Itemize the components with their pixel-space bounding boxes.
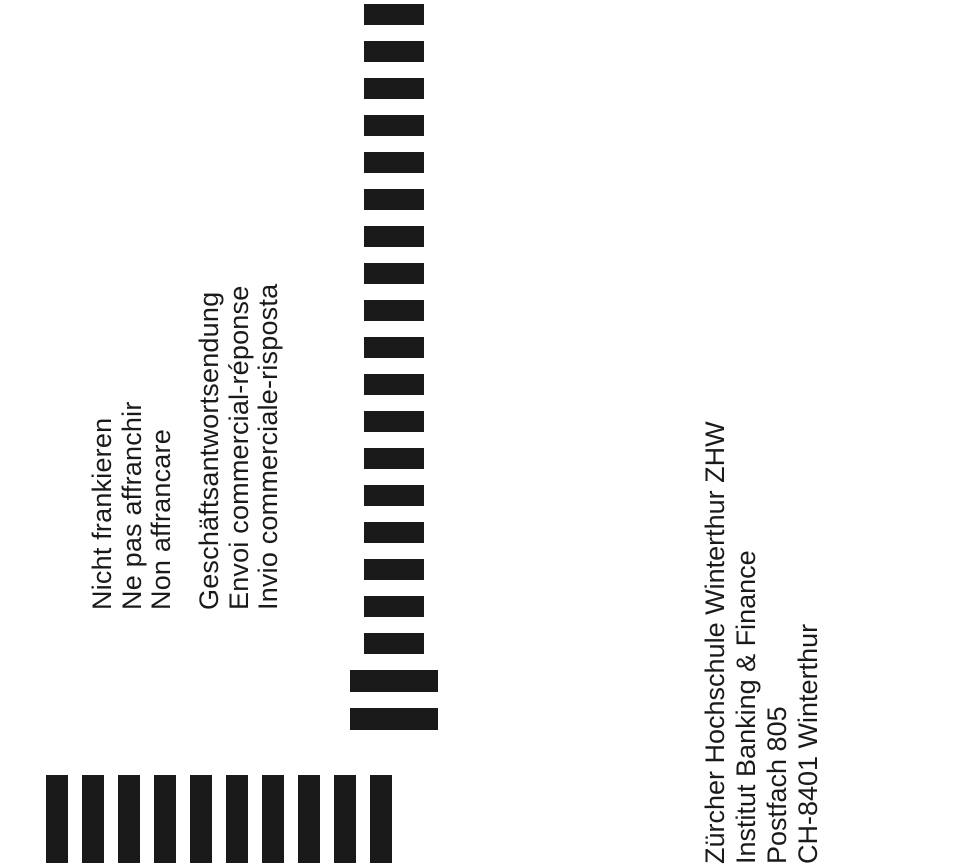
- dash-mark: [190, 775, 212, 863]
- dash-mark: [364, 337, 424, 358]
- dash-mark: [364, 559, 424, 580]
- dash-mark: [298, 775, 320, 863]
- dash-mark: [334, 775, 356, 863]
- business-reply-block: Geschäftsantwortsendung Envoi commercial…: [195, 284, 284, 610]
- dash-mark: [262, 775, 284, 863]
- dash-mark: [46, 775, 68, 863]
- address-line-4: CH-8401 Winterthur: [793, 421, 824, 864]
- reply-card: Nicht frankieren Ne pas affranchir Non a…: [0, 0, 960, 864]
- dash-mark: [364, 4, 424, 25]
- dash-mark: [364, 633, 424, 654]
- reply-fr: Envoi commercial-réponse: [225, 284, 255, 610]
- dash-mark: [364, 485, 424, 506]
- dash-mark: [364, 189, 424, 210]
- dash-mark: [154, 775, 176, 863]
- recipient-address: Zürcher Hochschule Winterthur ZHW Instit…: [700, 421, 824, 864]
- dash-mark: [370, 775, 392, 863]
- postal-dash-strip-bottom: [46, 775, 392, 863]
- no-franking-block: Nicht frankieren Ne pas affranchir Non a…: [88, 401, 177, 610]
- reply-de: Geschäftsantwortsendung: [195, 284, 225, 610]
- dash-mark: [364, 596, 424, 617]
- dash-mark: [364, 411, 424, 432]
- address-line-2: Institut Banking & Finance: [731, 421, 762, 864]
- dash-mark: [364, 522, 424, 543]
- dash-mark: [364, 41, 424, 62]
- dash-mark: [364, 263, 424, 284]
- dash-mark: [364, 374, 424, 395]
- no-frank-fr: Ne pas affranchir: [118, 401, 148, 610]
- postal-dash-strip-vertical: [364, 4, 438, 730]
- dash-mark: [364, 78, 424, 99]
- dash-mark: [350, 670, 438, 692]
- address-line-3: Postfach 805: [762, 421, 793, 864]
- dash-mark: [364, 300, 424, 321]
- dash-mark: [226, 775, 248, 863]
- dash-mark: [364, 152, 424, 173]
- address-line-1: Zürcher Hochschule Winterthur ZHW: [700, 421, 731, 864]
- dash-mark: [82, 775, 104, 863]
- dash-mark: [350, 708, 438, 730]
- dash-mark: [364, 115, 424, 136]
- reply-it: Invio commerciale-risposta: [254, 284, 284, 610]
- dash-mark: [118, 775, 140, 863]
- dash-mark: [364, 226, 424, 247]
- no-frank-it: Non affrancare: [147, 401, 177, 610]
- dash-mark: [364, 448, 424, 469]
- no-frank-de: Nicht frankieren: [88, 401, 118, 610]
